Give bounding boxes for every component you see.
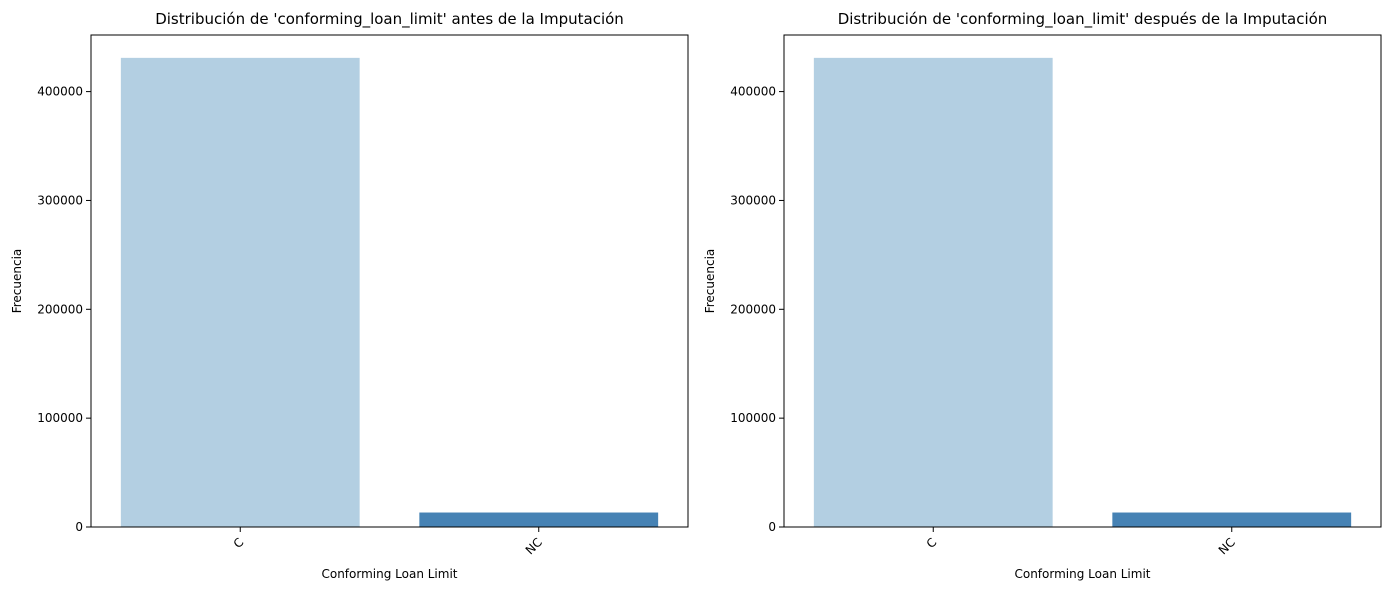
bar-c bbox=[813, 57, 1053, 528]
y-tick-label: 400000 bbox=[730, 85, 776, 99]
chart-title: Distribución de 'conforming_loan_limit' … bbox=[155, 10, 624, 29]
y-axis-label: Frecuencia bbox=[703, 249, 717, 314]
chart-panel-after: Distribución de 'conforming_loan_limit' … bbox=[703, 10, 1382, 581]
y-tick-label: 300000 bbox=[730, 193, 776, 207]
y-tick-label: 0 bbox=[768, 520, 776, 534]
y-axis-label: Frecuencia bbox=[10, 249, 24, 314]
y-tick-label: 100000 bbox=[730, 411, 776, 425]
chart-panel-before: Distribución de 'conforming_loan_limit' … bbox=[10, 10, 689, 581]
plot-frame bbox=[783, 34, 1382, 528]
y-tick-label: 100000 bbox=[37, 411, 83, 425]
y-tick-label: 200000 bbox=[730, 302, 776, 316]
x-axis-label: Conforming Loan Limit bbox=[1014, 567, 1150, 581]
y-ticks-group: 0 100000 200000 300000 400000 bbox=[37, 85, 91, 534]
y-tick-label: 300000 bbox=[37, 193, 83, 207]
bar-nc bbox=[419, 512, 659, 527]
x-axis-label: Conforming Loan Limit bbox=[321, 567, 457, 581]
y-ticks-group: 0 100000 200000 300000 400000 bbox=[730, 85, 784, 534]
bars-group bbox=[813, 57, 1352, 528]
bars-group bbox=[120, 57, 659, 528]
y-tick-label: 400000 bbox=[37, 85, 83, 99]
chart-title: Distribución de 'conforming_loan_limit' … bbox=[838, 10, 1328, 29]
y-tick-label: 200000 bbox=[37, 302, 83, 316]
plot-frame bbox=[90, 34, 689, 528]
bar-c bbox=[120, 57, 360, 528]
bar-nc bbox=[1112, 512, 1352, 527]
y-tick-label: 0 bbox=[75, 520, 83, 534]
